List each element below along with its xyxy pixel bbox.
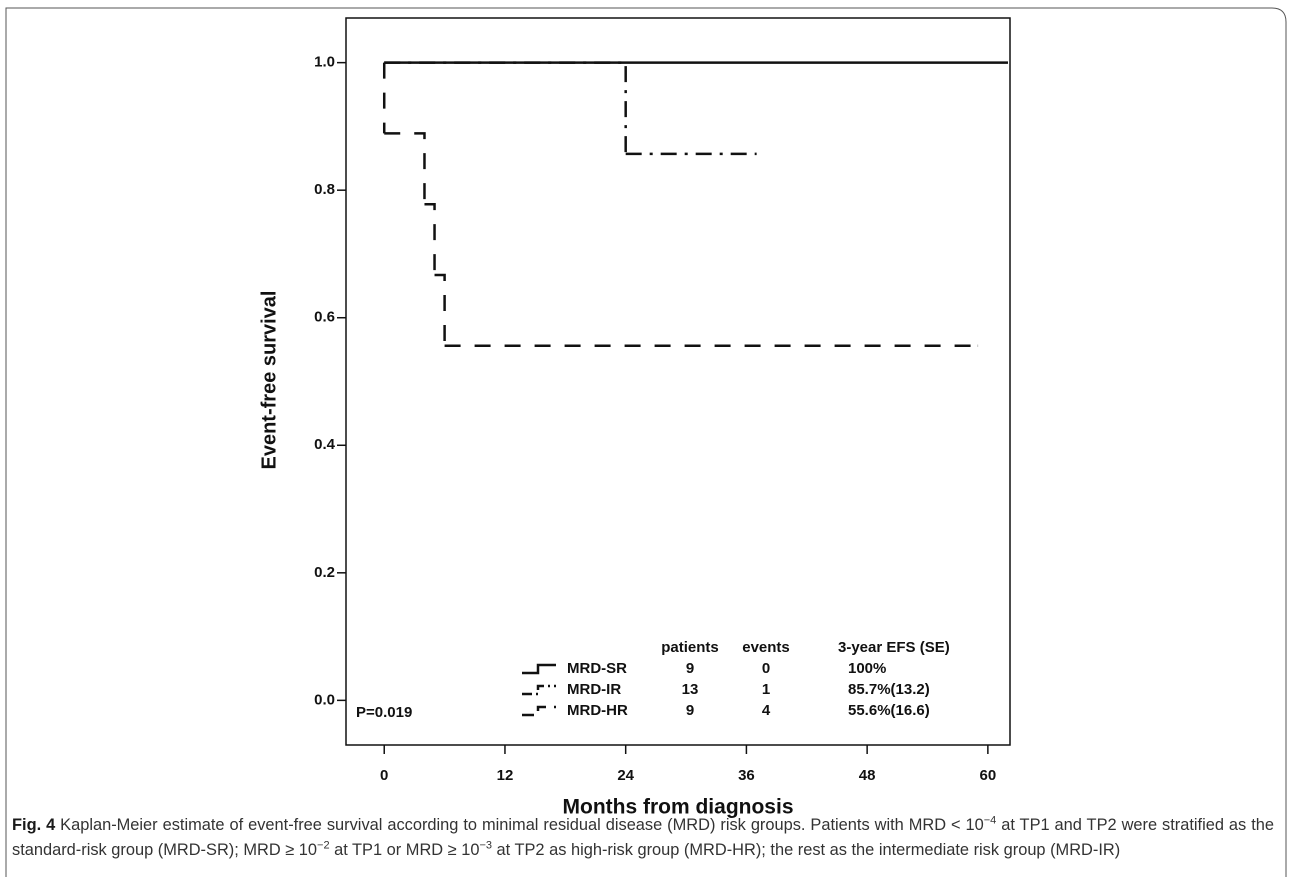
y-tick-label: 0.0 bbox=[314, 691, 335, 708]
legend-patients: 9 bbox=[686, 660, 694, 677]
caption-text: at TP1 and TP2 were stratified as the st… bbox=[12, 816, 1274, 859]
legend-name: MRD-IR bbox=[567, 681, 621, 698]
figure-frame bbox=[5, 7, 1287, 877]
legend-events: 0 bbox=[762, 660, 770, 677]
caption-label: Fig. 4 bbox=[12, 816, 56, 834]
y-axis-title: Event-free survival bbox=[258, 291, 280, 470]
legend-swatch bbox=[522, 663, 556, 675]
legend-efs: 85.7%(13.2) bbox=[848, 681, 930, 698]
x-tick-label: 12 bbox=[497, 767, 514, 784]
legend-events: 1 bbox=[762, 681, 770, 698]
caption-text: Kaplan-Meier estimate of event-free surv… bbox=[60, 816, 984, 834]
caption: Fig. 4 Kaplan-Meier estimate of event-fr… bbox=[12, 813, 1274, 863]
legend-swatch bbox=[522, 684, 556, 696]
legend-header: events bbox=[742, 639, 790, 656]
legend-header: 3-year EFS (SE) bbox=[838, 639, 950, 656]
caption-text: at TP2 as high-risk group (MRD-HR); the … bbox=[492, 841, 1121, 859]
legend-swatch bbox=[522, 705, 556, 717]
x-tick-label: 48 bbox=[859, 767, 876, 784]
legend-events: 4 bbox=[762, 702, 771, 719]
survival-step bbox=[424, 202, 436, 276]
survival-step bbox=[434, 273, 446, 346]
survival-step bbox=[384, 61, 627, 154]
legend-efs: 100% bbox=[848, 660, 886, 677]
legend-header: patients bbox=[661, 639, 719, 656]
x-tick-label: 0 bbox=[380, 767, 388, 784]
legend-name: MRD-SR bbox=[567, 660, 627, 677]
plot-frame bbox=[345, 17, 1011, 746]
legend-patients: 13 bbox=[682, 681, 699, 698]
survival-step bbox=[384, 132, 426, 205]
caption-superscript: −4 bbox=[983, 814, 997, 827]
y-tick-label: 1.0 bbox=[314, 54, 335, 71]
legend-patients: 9 bbox=[686, 702, 694, 719]
y-tick-label: 0.6 bbox=[314, 309, 335, 326]
y-tick-label: 0.2 bbox=[314, 564, 335, 581]
y-tick-label: 0.8 bbox=[314, 181, 335, 198]
caption-superscript: −3 bbox=[479, 839, 492, 852]
y-tick-label: 0.4 bbox=[314, 436, 336, 453]
caption-text: at TP1 or MRD ≥ 10 bbox=[329, 841, 480, 859]
caption-superscript: −2 bbox=[317, 839, 330, 852]
x-tick-label: 36 bbox=[738, 767, 755, 784]
x-tick-label: 60 bbox=[980, 767, 997, 784]
x-axis-title: Months from diagnosis bbox=[563, 796, 794, 819]
p-value: P=0.019 bbox=[356, 704, 412, 721]
legend-efs: 55.6%(16.6) bbox=[848, 702, 930, 719]
x-tick-label: 24 bbox=[617, 767, 634, 784]
legend-name: MRD-HR bbox=[567, 702, 628, 719]
